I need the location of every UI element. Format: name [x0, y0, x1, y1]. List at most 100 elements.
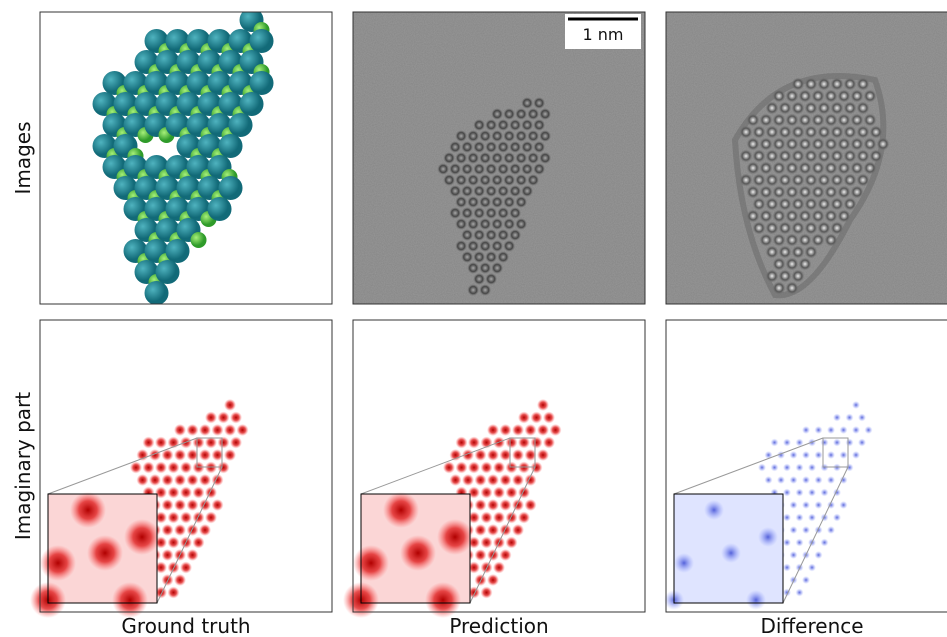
- density-spot: [808, 489, 816, 497]
- density-spot: [205, 487, 217, 499]
- lattice-spot: [455, 152, 467, 164]
- density-spot: [137, 449, 149, 461]
- lattice-spot: [799, 186, 812, 199]
- lattice-spot: [455, 218, 467, 230]
- lattice-spot: [539, 130, 551, 142]
- lattice-spot: [473, 163, 485, 175]
- lattice-spot: [792, 270, 805, 283]
- density-spot: [821, 489, 829, 497]
- lattice-spot: [773, 282, 786, 295]
- density-spot: [487, 449, 499, 461]
- density-spot: [475, 499, 487, 511]
- lattice-spot: [779, 102, 792, 115]
- lattice-spot: [779, 270, 792, 283]
- density-spot: [174, 524, 186, 536]
- density-spot: [199, 524, 211, 536]
- density-spot: [487, 474, 499, 486]
- lattice-spot: [497, 251, 509, 263]
- lattice-spot: [527, 130, 539, 142]
- density-spot: [193, 512, 205, 524]
- lattice-spot: [864, 114, 877, 127]
- lattice-spot: [773, 162, 786, 175]
- lattice-spot: [479, 130, 491, 142]
- lattice-spot: [491, 262, 503, 274]
- lattice-spot: [779, 222, 792, 235]
- lattice-spot: [864, 138, 877, 151]
- lattice-spot: [825, 210, 838, 223]
- inset-spot: [425, 582, 461, 618]
- lattice-spot: [527, 174, 539, 186]
- lattice-spot: [851, 90, 864, 103]
- density-spot: [783, 564, 791, 572]
- density-spot: [168, 462, 180, 474]
- lattice-spot: [786, 282, 799, 295]
- lattice-spot: [443, 152, 455, 164]
- lattice-spot: [753, 150, 766, 163]
- lattice-spot: [831, 126, 844, 139]
- density-spot: [187, 499, 199, 511]
- lattice-spot: [491, 108, 503, 120]
- lattice-spot: [805, 126, 818, 139]
- lattice-spot: [491, 130, 503, 142]
- density-spot: [802, 451, 810, 459]
- lattice-spot: [831, 174, 844, 187]
- density-spot: [840, 501, 848, 509]
- density-spot: [537, 399, 549, 411]
- lattice-spot: [825, 186, 838, 199]
- density-spot: [802, 476, 810, 484]
- atom: [229, 113, 253, 137]
- lattice-spot: [825, 138, 838, 151]
- lattice-spot: [773, 90, 786, 103]
- atom: [240, 92, 264, 116]
- lattice-spot: [491, 196, 503, 208]
- lattice-spot: [479, 218, 491, 230]
- density-spot: [456, 462, 468, 474]
- density-spot: [174, 574, 186, 586]
- lattice-spot: [509, 141, 521, 153]
- lattice-spot: [844, 150, 857, 163]
- density-spot: [518, 512, 530, 524]
- lattice-spot: [779, 246, 792, 259]
- density-spot: [783, 489, 791, 497]
- density-spot: [174, 499, 186, 511]
- density-spot: [808, 564, 816, 572]
- density-spot: [500, 549, 512, 561]
- density-spot: [224, 424, 236, 436]
- lattice-spot: [766, 198, 779, 211]
- lattice-spot: [831, 222, 844, 235]
- density-spot: [821, 539, 829, 547]
- density-spot: [802, 501, 810, 509]
- lattice-spot: [779, 174, 792, 187]
- lattice-spot: [539, 108, 551, 120]
- lattice-spot: [773, 114, 786, 127]
- lattice-spot: [521, 163, 533, 175]
- inset-spot: [70, 492, 106, 528]
- density-spot: [456, 437, 468, 449]
- atom: [250, 71, 274, 95]
- lattice-spot: [851, 162, 864, 175]
- lattice-spot: [491, 174, 503, 186]
- density-spot: [790, 551, 798, 559]
- lattice-spot: [521, 185, 533, 197]
- lattice-spot: [786, 90, 799, 103]
- inset-spot: [112, 582, 148, 618]
- lattice-spot: [479, 240, 491, 252]
- density-spot: [199, 449, 211, 461]
- density-spot: [162, 549, 174, 561]
- lattice-spot: [485, 229, 497, 241]
- lattice-spot: [838, 138, 851, 151]
- lattice-spot: [786, 186, 799, 199]
- lattice-spot: [812, 114, 825, 127]
- lattice-spot: [792, 78, 805, 91]
- lattice-spot: [521, 97, 533, 109]
- lattice-spot: [838, 186, 851, 199]
- density-spot: [518, 412, 530, 424]
- lattice-spot: [740, 126, 753, 139]
- lattice-spot: [473, 251, 485, 263]
- density-spot: [481, 487, 493, 499]
- lattice-spot: [831, 78, 844, 91]
- density-spot: [815, 451, 823, 459]
- density-spot: [487, 524, 499, 536]
- density-spot: [493, 512, 505, 524]
- lattice-spot: [509, 185, 521, 197]
